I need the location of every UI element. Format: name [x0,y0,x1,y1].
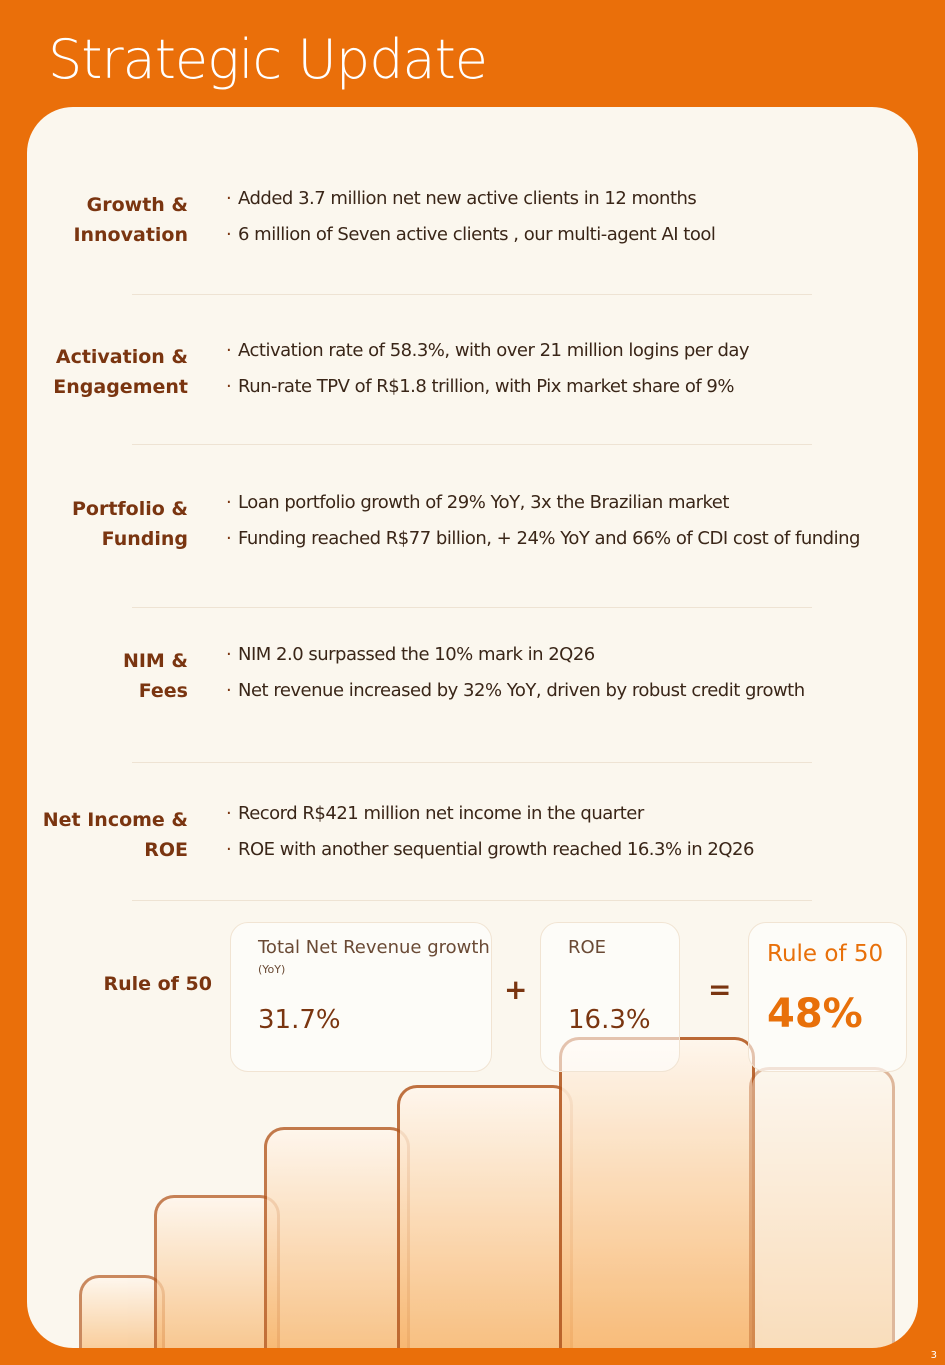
page-number: 3 [930,1350,937,1361]
box-title: Rule of 50 [767,941,884,967]
section-label: Fees [138,680,188,702]
bullet: Activation rate of 58.3%, with over 21 m… [226,340,750,361]
bullet: ROE with another sequential growth reach… [226,839,754,860]
bullet: Loan portfolio growth of 29% YoY, 3x the… [226,492,729,513]
section-label: Growth & [86,194,188,216]
section-label: NIM & [122,650,188,672]
decoration [264,1127,410,1348]
box-value: 31.7% [258,1005,341,1035]
bullet: Funding reached R$77 billion, + 24% YoY … [226,528,860,549]
revenue-box: Total Net Revenue growth (YoY) 31.7% [230,922,492,1072]
section-label: Activation & [55,346,188,368]
box-title: ROE [568,937,607,958]
bullet: 6 million of Seven active clients , our … [226,224,716,245]
box-value: 48% [767,991,863,1037]
separator [132,762,812,763]
section-label: Innovation [73,224,188,246]
bullet: Net revenue increased by 32% YoY, driven… [226,680,805,701]
operator: + [504,973,528,1006]
bullet: Added 3.7 million net new active clients… [226,188,697,209]
box-title: Total Net Revenue growth [258,937,490,958]
separator [132,444,812,445]
card: Growth & Innovation Added 3.7 million net … [27,107,918,1348]
section-label: Portfolio & [71,498,188,520]
box-value: 16.3% [568,1005,651,1035]
bullet: Run-rate TPV of R$1.8 trillion, with Pix… [226,376,734,397]
decoration [79,1275,165,1348]
section-label: Funding [101,528,188,550]
separator [132,900,812,901]
bullet: NIM 2.0 surpassed the 10% mark in 2Q26 [226,644,595,665]
section-label: Engagement [53,376,188,398]
section-label: Net Income & [42,809,188,831]
box-note: (YoY) [258,963,286,976]
title: Strategic Update [48,28,488,91]
bullet: Record R$421 million net income in the q… [226,803,644,824]
section-label: ROE [144,839,188,861]
separator [132,607,812,608]
roe-box: ROE 16.3% [540,922,680,1072]
rule-label: Rule of 50 [103,973,212,995]
operator: = [708,973,732,1006]
result-box: Rule of 50 48% [748,922,907,1072]
decoration [154,1195,280,1348]
decoration [749,1067,895,1348]
separator [132,294,812,295]
decoration [397,1085,573,1348]
decoration [559,1037,755,1348]
